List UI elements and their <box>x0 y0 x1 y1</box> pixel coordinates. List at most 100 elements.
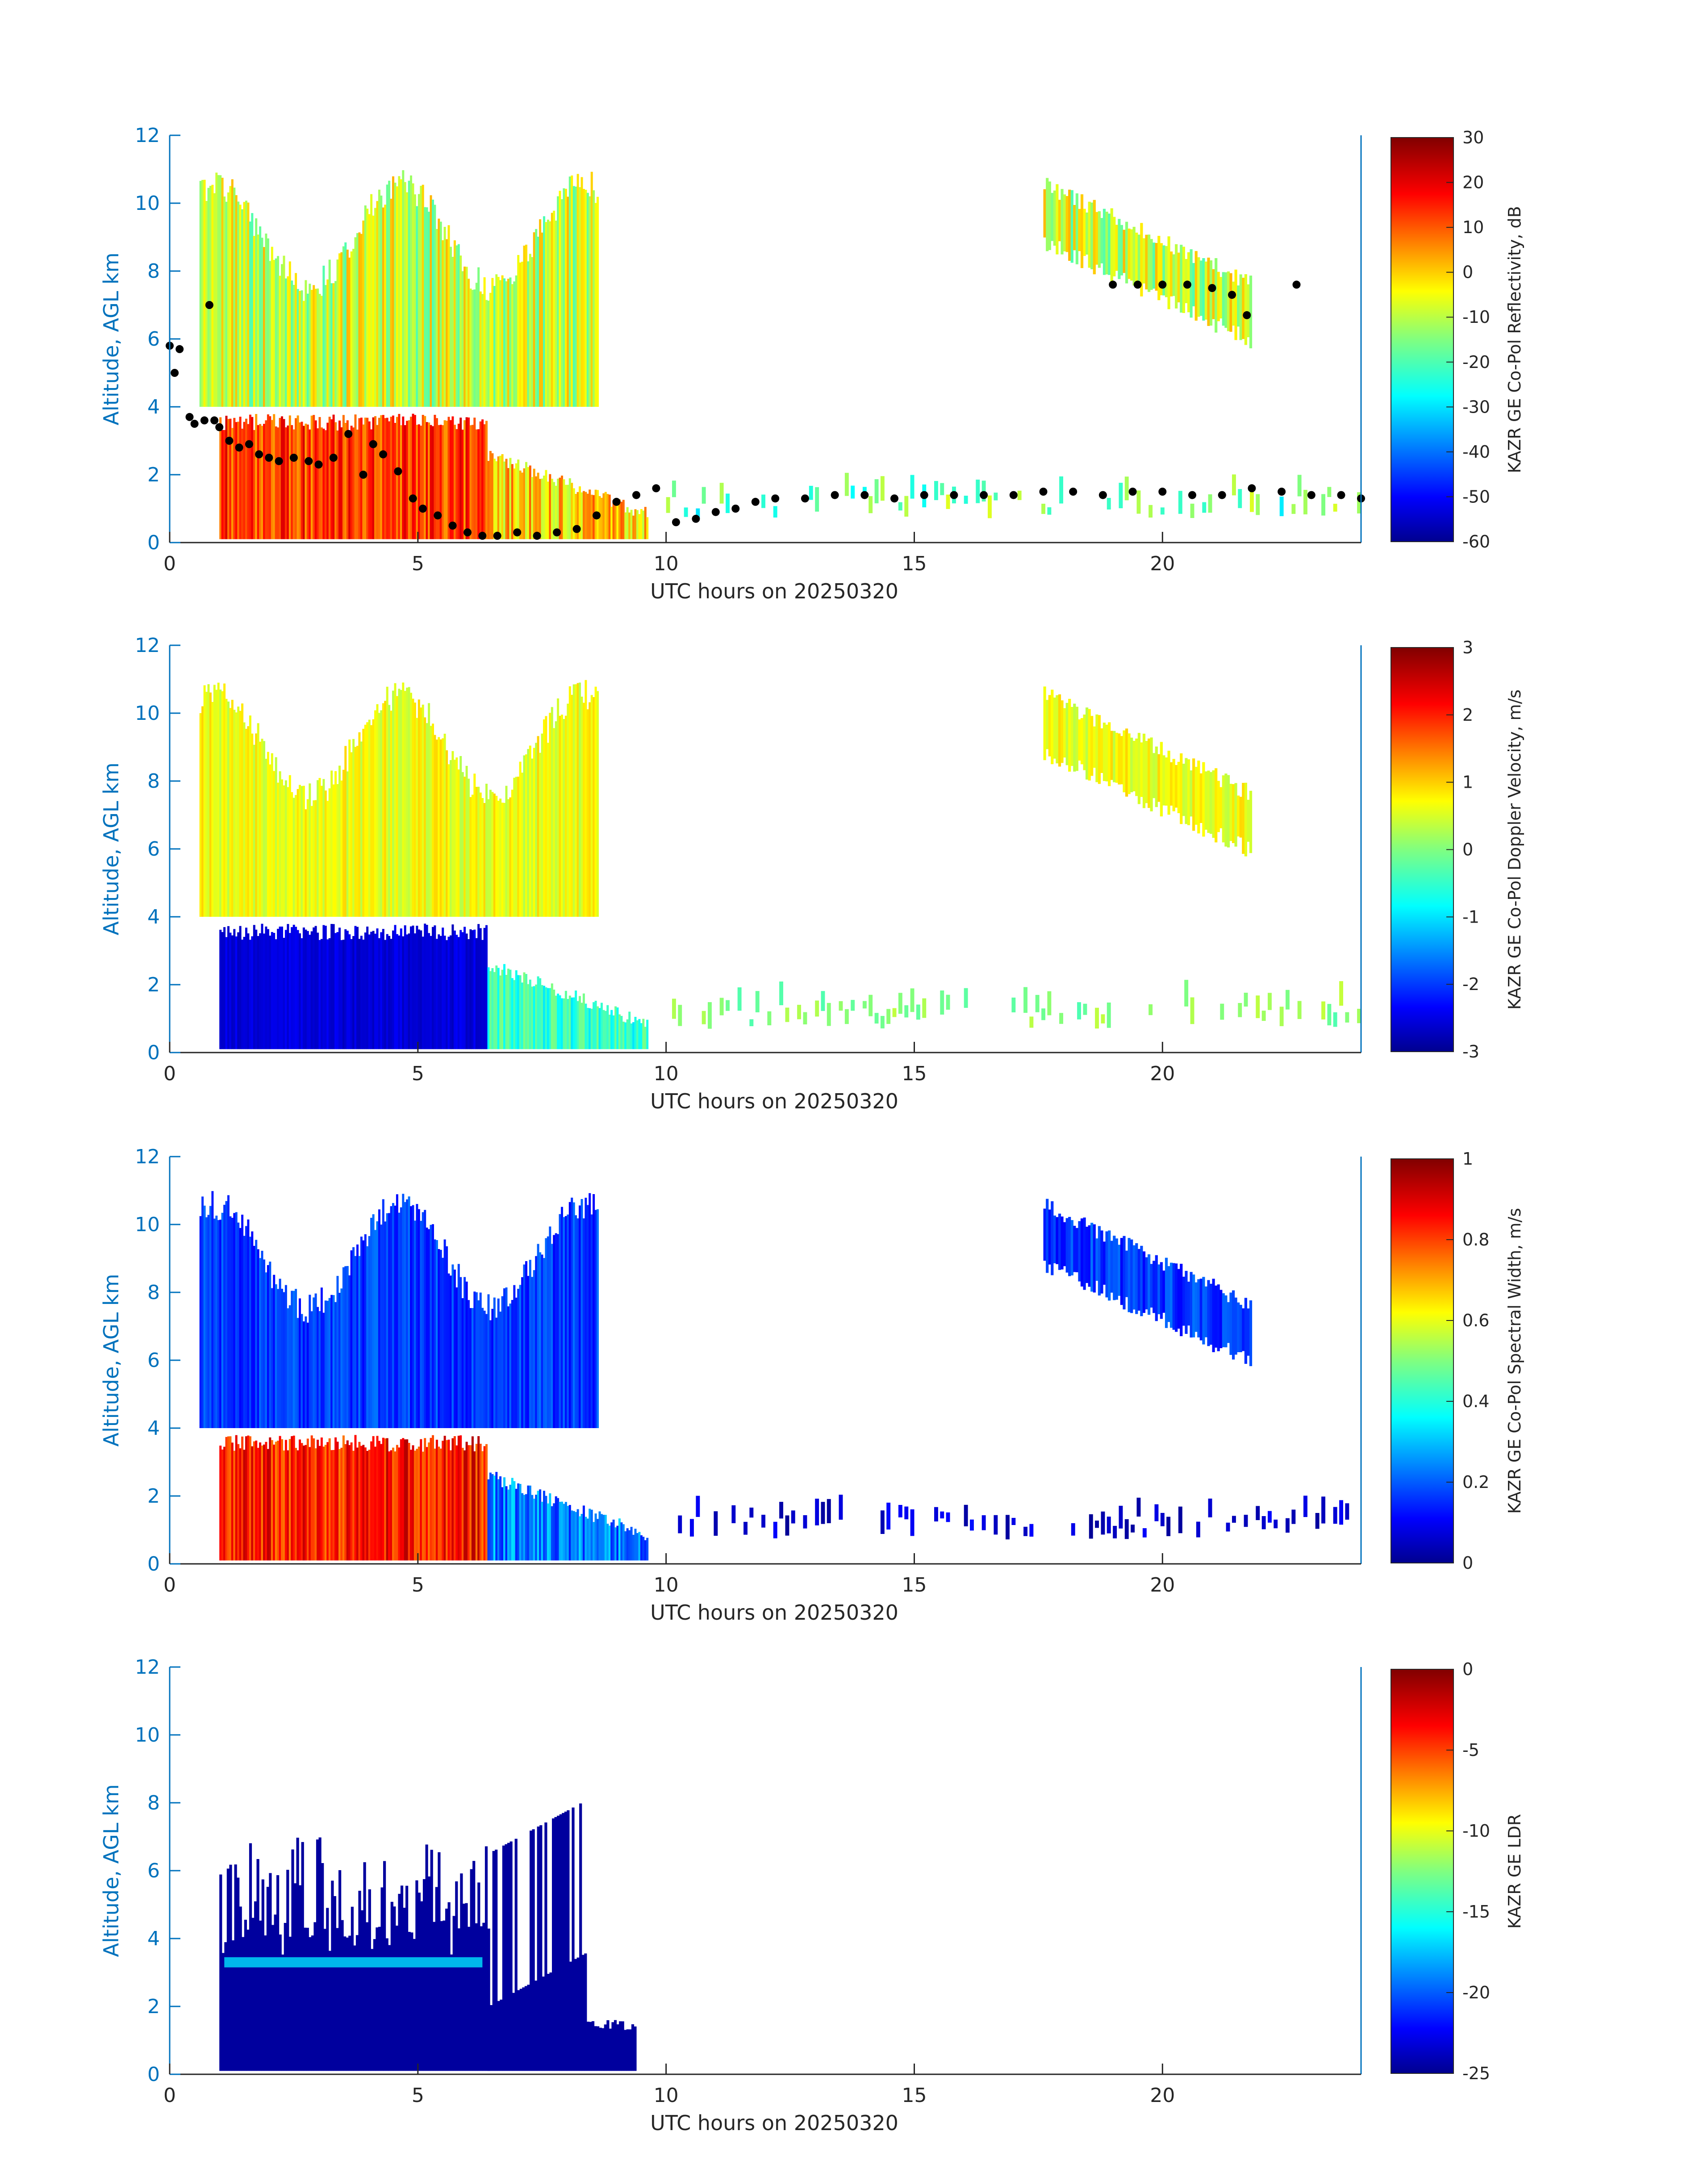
overlay-point <box>692 514 700 523</box>
colorbar-label: KAZR GE LDR <box>1505 1814 1524 1929</box>
y-tick-label: 4 <box>147 396 160 418</box>
overlay-point <box>1109 280 1117 289</box>
colorbar-tick-label: -40 <box>1462 442 1490 462</box>
overlay-point <box>1098 491 1107 499</box>
x-tick-label: 20 <box>1150 1062 1175 1085</box>
overlay-point <box>171 369 179 377</box>
colorbar-tick-label: 0 <box>1462 1553 1473 1573</box>
radar-field <box>199 1191 1349 1561</box>
colorbar-tick-label: -10 <box>1462 307 1490 327</box>
overlay-point <box>344 430 353 438</box>
x-tick-label: 0 <box>163 2084 176 2107</box>
overlay-point <box>652 484 660 493</box>
colorbar: 3 2 1 0 -1 -2 -3 KAZR GE Co-Pol Doppler Velocit… <box>1391 638 1524 1061</box>
overlay-point <box>771 494 780 503</box>
radar-field <box>199 170 1361 539</box>
overlay-point <box>632 491 640 499</box>
overlay-point <box>612 497 621 506</box>
overlay-point <box>1208 284 1216 292</box>
y-axis-label: Altitude, AGL km <box>99 762 123 935</box>
colorbar-tick-label: -10 <box>1462 1821 1490 1841</box>
y-tick-label: 0 <box>147 2063 160 2086</box>
overlay-point <box>255 450 263 459</box>
overlay-point <box>225 437 234 445</box>
overlay-point <box>553 528 561 537</box>
y-tick-label: 2 <box>147 974 160 996</box>
overlay-point <box>1133 280 1142 289</box>
colorbar-tick-label: -30 <box>1462 397 1490 417</box>
x-tick-label: 20 <box>1150 1574 1175 1596</box>
overlay-point <box>493 531 501 540</box>
colorbar-tick-label: -20 <box>1462 352 1490 372</box>
overlay-point <box>1158 280 1167 289</box>
overlay-point <box>215 423 224 431</box>
colorbar-tick-label: 0.6 <box>1462 1311 1489 1330</box>
overlay-point <box>1218 491 1226 499</box>
y-tick-label: 2 <box>147 464 160 486</box>
overlay-point <box>175 345 184 353</box>
overlay-point <box>1278 488 1286 496</box>
colorbar-label: KAZR GE Co-Pol Reflectivity, dB <box>1505 206 1524 473</box>
y-tick-label: 0 <box>147 1041 160 1064</box>
y-axis-label: Altitude, AGL km <box>99 1274 123 1446</box>
colorbar-gradient <box>1391 1158 1454 1563</box>
overlay-point <box>359 471 367 479</box>
colorbar-tick-label: -20 <box>1462 1983 1490 2002</box>
y-axis-label: Altitude, AGL km <box>99 252 123 425</box>
cloud-base-overlay <box>166 280 1365 540</box>
y-tick-label: 6 <box>147 1859 160 1882</box>
x-tick-label: 10 <box>654 1574 679 1596</box>
overlay-point <box>418 505 427 513</box>
y-tick-label: 12 <box>135 124 160 147</box>
overlay-point <box>205 301 213 309</box>
colorbar-tick-label: 0 <box>1462 1659 1473 1679</box>
y-tick-label: 4 <box>147 1417 160 1440</box>
y-tick-label: 10 <box>135 1213 160 1236</box>
overlay-point <box>245 440 253 448</box>
overlay-point <box>1009 491 1018 499</box>
overlay-point <box>464 528 472 537</box>
x-tick-label: 5 <box>412 1574 424 1596</box>
overlay-point <box>1307 491 1315 499</box>
overlay-point <box>1128 488 1137 496</box>
x-tick-label: 20 <box>1150 2084 1175 2107</box>
x-axis-label: UTC hours on 20250320 <box>650 1089 898 1113</box>
x-tick-label: 15 <box>902 552 927 575</box>
overlay-point <box>751 497 760 506</box>
overlay-point <box>731 505 740 513</box>
x-axis-label: UTC hours on 20250320 <box>650 579 898 603</box>
colorbar-tick-label: -50 <box>1462 487 1490 506</box>
overlay-point <box>1039 488 1048 496</box>
overlay-point <box>533 531 541 540</box>
overlay-point <box>1248 484 1256 493</box>
y-tick-label: 6 <box>147 1349 160 1372</box>
overlay-point <box>265 454 273 462</box>
y-tick-label: 10 <box>135 192 160 215</box>
colorbar-tick-label: 3 <box>1462 638 1473 657</box>
overlay-point <box>890 494 898 503</box>
overlay-point <box>711 508 720 516</box>
colorbar-gradient <box>1391 1669 1454 2074</box>
colorbar-gradient <box>1391 647 1454 1052</box>
overlay-point <box>448 522 457 530</box>
colorbar-tick-label: 1 <box>1462 773 1473 792</box>
overlay-point <box>920 491 928 499</box>
y-tick-label: 0 <box>147 1553 160 1575</box>
y-tick-label: 2 <box>147 1995 160 2018</box>
y-tick-label: 8 <box>147 260 160 283</box>
overlay-point <box>1337 491 1345 499</box>
overlay-point <box>1228 291 1236 299</box>
colorbar-tick-label: -1 <box>1462 907 1479 927</box>
overlay-point <box>572 525 581 533</box>
overlay-point <box>289 454 298 462</box>
y-tick-label: 12 <box>135 1656 160 1679</box>
colorbar-tick-label: 30 <box>1462 128 1484 147</box>
colorbar-tick-label: 0 <box>1462 840 1473 860</box>
overlay-point <box>980 491 988 499</box>
x-tick-label: 15 <box>902 1574 927 1596</box>
colorbar-tick-label: -60 <box>1462 532 1490 552</box>
y-tick-label: 10 <box>135 1724 160 1747</box>
overlay-point <box>1183 280 1191 289</box>
colorbar-tick-label: 0.8 <box>1462 1230 1489 1249</box>
